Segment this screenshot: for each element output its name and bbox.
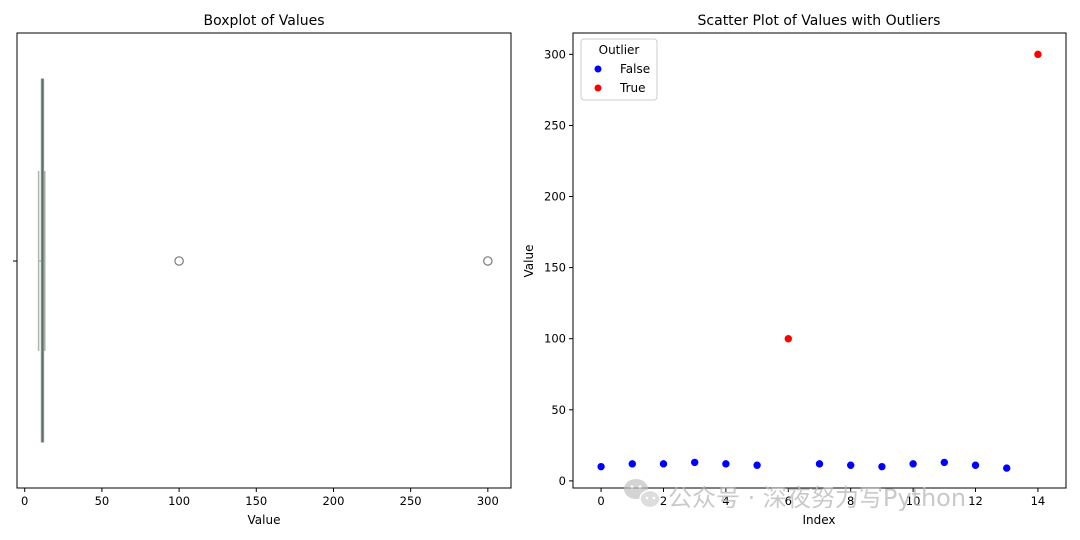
scatter-y-tick-label: 50: [551, 403, 566, 417]
scatter-point-false: [659, 459, 668, 469]
scatter-y-label: Value: [522, 245, 536, 278]
scatter-x-tick-label: 10: [906, 494, 921, 508]
legend-marker-true: [594, 84, 602, 92]
boxplot-outlier: [483, 256, 493, 266]
legend-box: [580, 38, 658, 101]
scatter-x-tick-label: 14: [1031, 494, 1046, 508]
boxplot-x-ticks: 0 50 100 150 200 250 300: [21, 488, 499, 508]
scatter-y-tick-label: 0: [559, 474, 566, 488]
scatter-y-tick-label: 200: [544, 190, 566, 204]
scatter-x-label: Index: [802, 513, 835, 527]
scatter-point-false: [752, 460, 762, 470]
scatter-point-false: [596, 462, 606, 471]
scatter-legend: Outlier False True: [580, 38, 658, 101]
scatter-x-tick-label: 4: [722, 494, 729, 508]
watermark: 公众号 · 深夜努力写Python: [624, 479, 966, 512]
scatter-point-false: [940, 458, 949, 467]
scatter-y-tick-label: 100: [544, 332, 566, 346]
scatter-point-false: [846, 460, 856, 470]
scatter-frame: [572, 32, 1067, 489]
boxplot-outliers: [174, 256, 493, 266]
scatter-point-false: [908, 459, 918, 469]
legend-label-true: True: [619, 81, 646, 95]
legend-label-false: False: [620, 62, 650, 76]
scatter-x-tick-label: 12: [968, 494, 983, 508]
scatter-point-true: [1033, 50, 1043, 59]
scatter-title: Scatter Plot of Values with Outliers: [698, 13, 941, 29]
boxplot-frame: [16, 32, 512, 489]
scatter-point-false: [971, 460, 980, 470]
scatter-points: [596, 50, 1043, 473]
boxplot-box: [37, 78, 46, 443]
boxplot-x-tick-label: 100: [168, 494, 190, 508]
scatter-y-tick-label: 150: [544, 261, 566, 275]
watermark-text: 公众号 · 深夜努力写Python: [668, 484, 966, 512]
scatter-point-false: [877, 462, 887, 471]
boxplot-x-tick-label: 300: [477, 494, 499, 508]
boxplot-outlier: [174, 256, 184, 266]
scatter-chart: Scatter Plot of Values with Outliers 0 2 4…: [522, 13, 1067, 527]
boxplot-x-tick-label: 50: [95, 494, 110, 508]
scatter-point-false: [721, 459, 731, 469]
scatter-x-tick-label: 8: [847, 494, 854, 508]
scatter-point-false: [815, 459, 824, 469]
legend-entries: False True: [594, 62, 650, 95]
scatter-x-ticks: 0 2 4 6 8 10 12 14: [597, 488, 1045, 508]
scatter-x-tick-label: 6: [785, 494, 792, 508]
boxplot-x-tick-label: 200: [322, 494, 344, 508]
wechat-icon: [624, 479, 661, 509]
boxplot-x-tick-label: 0: [21, 494, 28, 508]
scatter-x-tick-label: 0: [597, 494, 604, 508]
boxplot-title: Boxplot of Values: [204, 13, 325, 29]
scatter-y-tick-label: 300: [544, 47, 566, 61]
scatter-point-false: [627, 459, 637, 469]
boxplot-x-tick-label: 250: [400, 494, 422, 508]
boxplot-x-tick-label: 150: [245, 494, 267, 508]
legend-marker-false: [594, 65, 602, 73]
boxplot-chart: Boxplot of Values 0 50 100 150 200 250 300 Val…: [13, 13, 512, 527]
scatter-point-false: [690, 458, 699, 467]
scatter-y-ticks: 0 50 100 150 200 250 300: [544, 47, 573, 488]
scatter-point-false: [1002, 463, 1012, 473]
boxplot-x-label: Value: [248, 513, 281, 527]
scatter-x-tick-label: 2: [660, 494, 667, 508]
scatter-point-true: [783, 334, 793, 344]
legend-title: Outlier: [599, 43, 640, 57]
scatter-y-tick-label: 250: [544, 118, 566, 132]
